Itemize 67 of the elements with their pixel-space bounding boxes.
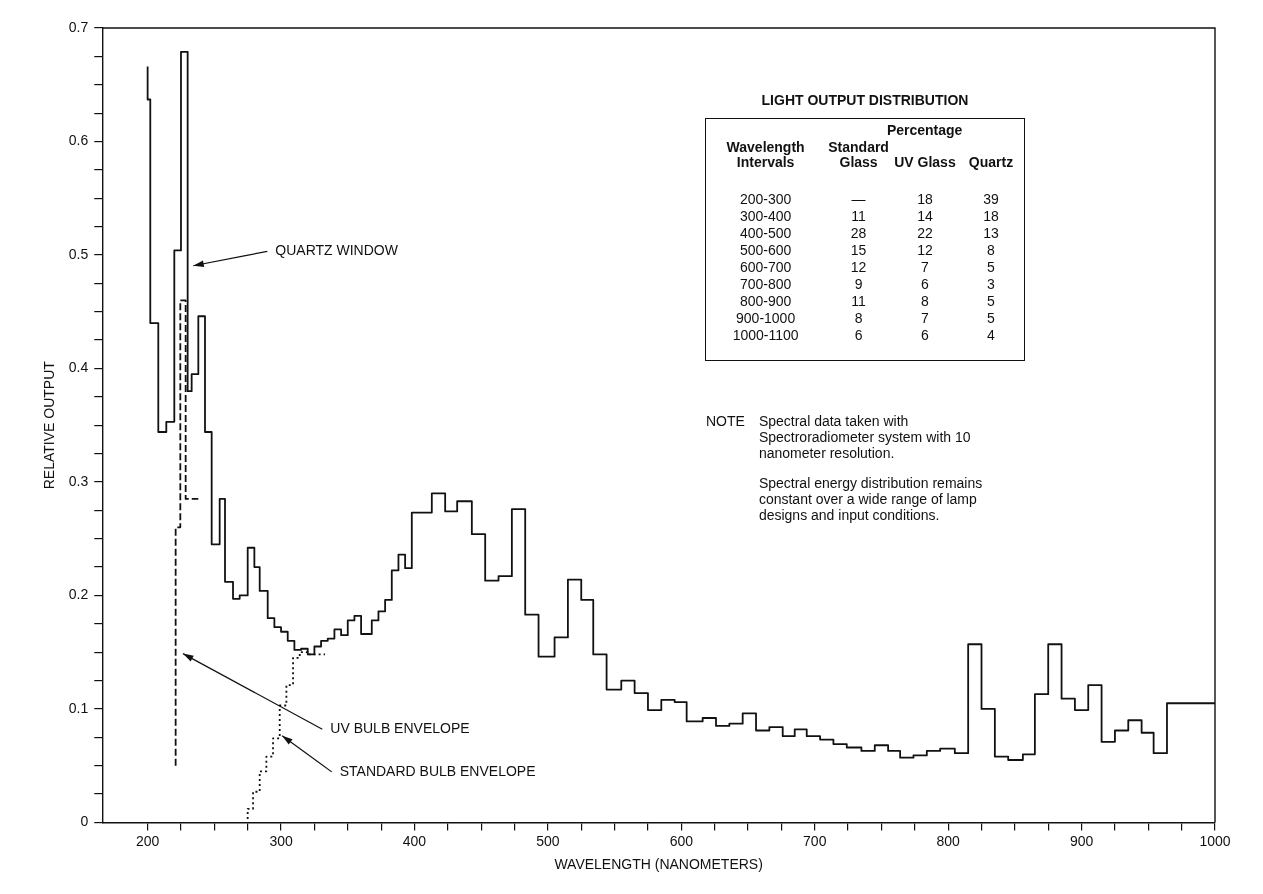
data-label: 8 [891, 293, 958, 310]
data-label: 4 [957, 327, 1025, 344]
x-axis-title: Percentage [885, 121, 964, 139]
x-tick-label: 800 [936, 832, 961, 849]
data-label: 39 [957, 191, 1025, 208]
y-tick-label: 0.6 [68, 132, 89, 149]
annotation: Spectral energy distribution remains constant over a wide range of lamp designs and input conditions. [758, 475, 984, 523]
data-label: 12 [891, 242, 958, 259]
annotation: STANDARD BULB ENVELOPE [339, 762, 536, 779]
data-label: 7 [891, 310, 958, 327]
y-tick-label: 1000-1100 [731, 327, 800, 344]
data-label: 18 [957, 208, 1025, 225]
x-tick-label: 400 [402, 832, 427, 849]
y-tick-label: 900-1000 [735, 310, 797, 327]
data-label: 9 [825, 276, 892, 293]
text: — [851, 191, 866, 207]
x-tick-label: 200 [135, 832, 160, 849]
data-label: 22 [891, 225, 958, 242]
x-tick-label: 700 [803, 832, 827, 849]
data-label: 28 [825, 225, 892, 242]
data-label: 3 [957, 276, 1025, 293]
y-tick-label: 800-900 [738, 293, 793, 310]
annotation: QUARTZ WINDOW [275, 242, 399, 259]
x-tick-label: Quartz [967, 153, 1015, 171]
data-label: 5 [957, 310, 1025, 327]
x-tick-label: UV Glass [893, 153, 957, 171]
data-label: 5 [957, 293, 1025, 310]
y-tick-label: 500-600 [738, 242, 793, 259]
y-axis-title: RELATIVE OUTPUT [41, 360, 58, 490]
x-tick-label: 500 [536, 832, 560, 849]
data-label: 18 [891, 191, 958, 208]
annotation: UV BULB ENVELOPE [330, 720, 470, 737]
y-tick-label: 600-700 [738, 259, 793, 276]
data-label: 12 [825, 259, 892, 276]
y-tick-label: 0.3 [68, 472, 89, 489]
y-tick-label: 0.4 [68, 359, 89, 376]
y-tick-label: 0.5 [68, 245, 89, 262]
y-tick-label: 0 [80, 813, 89, 830]
data-label: 6 [825, 327, 892, 344]
x-tick-label: 900 [1069, 832, 1094, 849]
annotation: Spectral data taken with Spectroradiometer system with 10 nanometer resolution. [758, 413, 972, 461]
data-label: 8 [825, 310, 892, 327]
x-tick-label: 600 [669, 832, 694, 849]
y-axis-title: Wavelength Intervals [725, 139, 806, 171]
x-tick-label: 1000 [1199, 832, 1231, 849]
data-label: 7 [891, 259, 958, 276]
annotation: NOTE [706, 413, 745, 431]
x-axis-title: WAVELENGTH (NANOMETERS) [554, 856, 763, 873]
x-tick-label: Standard Glass [827, 139, 890, 171]
y-tick-label: 0.7 [68, 18, 89, 35]
data-label: 13 [957, 225, 1025, 242]
y-tick-label: 300-400 [738, 208, 793, 225]
data-label: 6 [891, 327, 958, 344]
y-tick-label: 200-300 [738, 191, 793, 208]
y-tick-label: 700-800 [738, 276, 793, 293]
data-label: 5 [957, 259, 1025, 276]
data-label: 15 [825, 242, 892, 259]
data-label: 8 [957, 242, 1025, 259]
data-label: 14 [891, 208, 958, 225]
data-label: 11 [825, 293, 892, 310]
chart-title: LIGHT OUTPUT DISTRIBUTION [760, 92, 970, 108]
y-tick-label: 0.2 [68, 586, 89, 603]
data-label: 6 [891, 276, 958, 293]
x-tick-label: 300 [269, 832, 293, 849]
data-label: 11 [825, 208, 892, 225]
y-tick-label: 0.1 [68, 699, 89, 716]
y-tick-label: 400-500 [738, 225, 793, 242]
